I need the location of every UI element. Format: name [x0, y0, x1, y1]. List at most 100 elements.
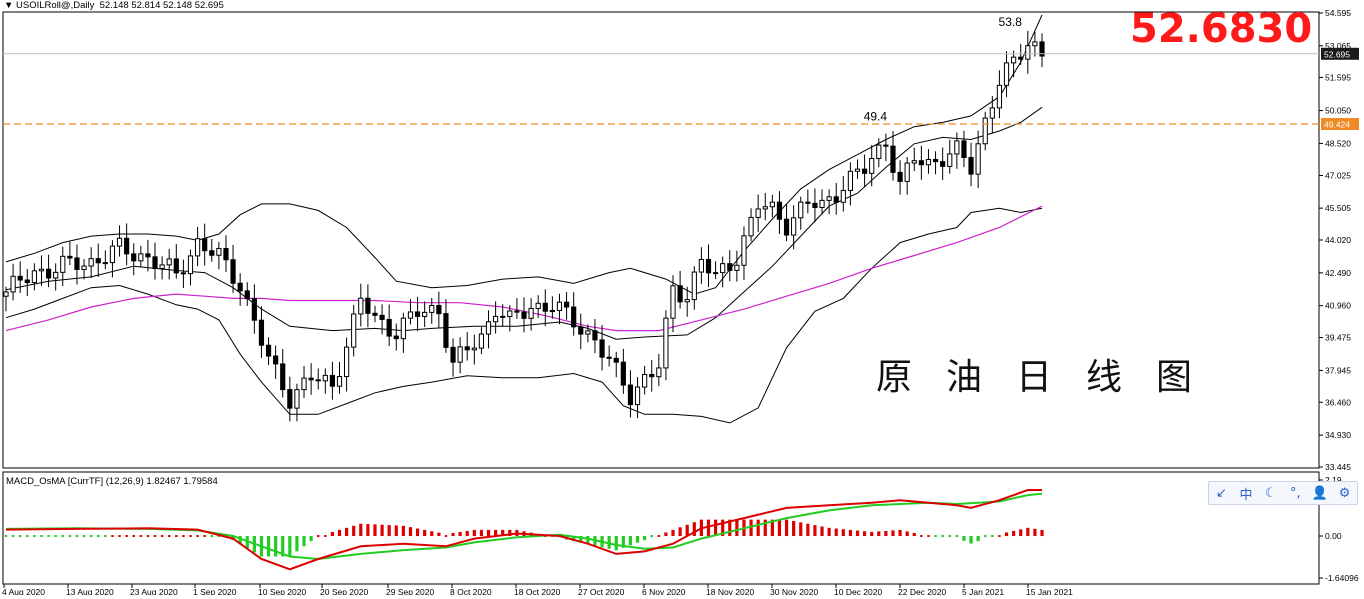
histogram-bar: [962, 536, 966, 541]
price-tick-label: 42.490: [1325, 268, 1351, 278]
histogram-bar: [706, 519, 711, 537]
macd-tick-label: 2.19: [1325, 475, 1342, 485]
time-tick-label: 22 Dec 2020: [898, 587, 946, 595]
candle: [535, 302, 541, 309]
candle: [968, 156, 974, 175]
histogram-bar: [238, 536, 242, 545]
histogram-bar: [82, 535, 86, 538]
histogram-bar: [330, 531, 335, 537]
histogram-bar: [153, 535, 157, 538]
candle: [904, 162, 910, 182]
user-icon[interactable]: 👤: [1311, 485, 1329, 501]
histogram-bar: [841, 529, 845, 537]
candle: [400, 317, 406, 340]
candle: [642, 373, 648, 388]
candle: [982, 117, 988, 145]
histogram-bar: [97, 535, 100, 538]
time-tick-label: 13 Aug 2020: [66, 587, 114, 595]
chinese-input-icon[interactable]: 中: [1239, 487, 1253, 503]
time-axis: 4 Aug 2020 13 Aug 2020 23 Aug 2020 1 Sep 20…: [2, 584, 1073, 597]
histogram-bar: [437, 532, 441, 537]
histogram-bar: [182, 535, 185, 538]
histogram-bar: [678, 527, 682, 537]
candle: [500, 315, 506, 318]
histogram-bar: [380, 524, 384, 537]
ime-toolbar: ↙ 中 ☾ °, 👤 ⚙: [1208, 481, 1358, 505]
macd-tick-label: -1.64096: [1325, 573, 1359, 583]
histogram-bar: [671, 529, 675, 537]
candle: [95, 258, 101, 264]
price-tick-label: 50.050: [1325, 106, 1351, 116]
histogram-bar: [401, 525, 405, 537]
candle: [769, 201, 775, 208]
time-tick-label: 18 Oct 2020: [514, 587, 561, 595]
histogram-bar: [628, 536, 633, 546]
histogram-bar: [891, 530, 895, 537]
histogram-bar: [118, 535, 121, 538]
histogram-bar: [26, 535, 29, 538]
big-price-overlay: 52.6830: [1130, 6, 1313, 52]
candle: [798, 201, 804, 219]
price-axis: 54.595 53.065 51.595 50.050 48.520 47.025 45.5…: [1319, 8, 1359, 472]
histogram-bar: [458, 531, 462, 537]
candle: [3, 291, 9, 297]
macd-tick-label: 0.00: [1325, 531, 1342, 541]
annotations: 49.4 53.8: [864, 15, 1023, 123]
candle: [351, 313, 357, 348]
annotation-label: 49.4: [864, 110, 888, 124]
candle: [450, 346, 456, 363]
candle: [265, 344, 272, 357]
time-tick-label: 15 Jan 2021: [1026, 587, 1073, 595]
candle: [812, 202, 818, 208]
candle: [109, 245, 116, 264]
candle: [102, 262, 108, 265]
histogram-bar: [749, 519, 753, 537]
candle: [741, 235, 747, 266]
histogram-bar: [68, 535, 72, 538]
candle: [53, 271, 59, 279]
histogram-bar: [139, 535, 143, 538]
histogram-bar: [337, 529, 342, 537]
histogram-bar: [955, 535, 959, 538]
histogram-bar: [969, 536, 973, 544]
histogram-bar: [784, 519, 789, 537]
candle: [996, 84, 1003, 109]
candle: [379, 314, 385, 320]
candle: [748, 216, 754, 237]
candle: [258, 319, 265, 346]
candle: [755, 208, 761, 218]
candle: [194, 238, 201, 257]
candle: [712, 272, 719, 275]
candle: [634, 386, 641, 406]
candle: [1018, 56, 1024, 60]
candle: [336, 376, 343, 387]
candle: [585, 330, 591, 335]
arrow-box-icon[interactable]: ↙: [1215, 485, 1227, 501]
histogram-bar: [33, 535, 36, 538]
candle: [1011, 56, 1017, 64]
histogram-bar: [650, 535, 653, 538]
candle: [124, 237, 130, 255]
candle: [1003, 62, 1010, 86]
reference-price-box: [1321, 117, 1359, 130]
candlesticks: [3, 30, 1045, 422]
histogram-bar: [189, 535, 192, 538]
price-tick-label: 37.945: [1325, 365, 1351, 375]
gear-icon[interactable]: ⚙: [1338, 485, 1351, 501]
histogram-bar: [175, 535, 178, 538]
candle: [954, 140, 960, 155]
candle: [521, 311, 527, 319]
histogram-bar: [1033, 528, 1037, 537]
candle: [159, 264, 165, 270]
candle: [627, 384, 634, 406]
punctuation-icon[interactable]: °,: [1289, 485, 1301, 501]
candle: [209, 250, 215, 256]
moon-icon[interactable]: ☾: [1264, 485, 1277, 501]
histogram-bar: [777, 519, 782, 537]
candle: [230, 259, 236, 284]
histogram-bar: [998, 535, 1001, 538]
candle: [897, 171, 903, 182]
candle: [663, 317, 669, 369]
